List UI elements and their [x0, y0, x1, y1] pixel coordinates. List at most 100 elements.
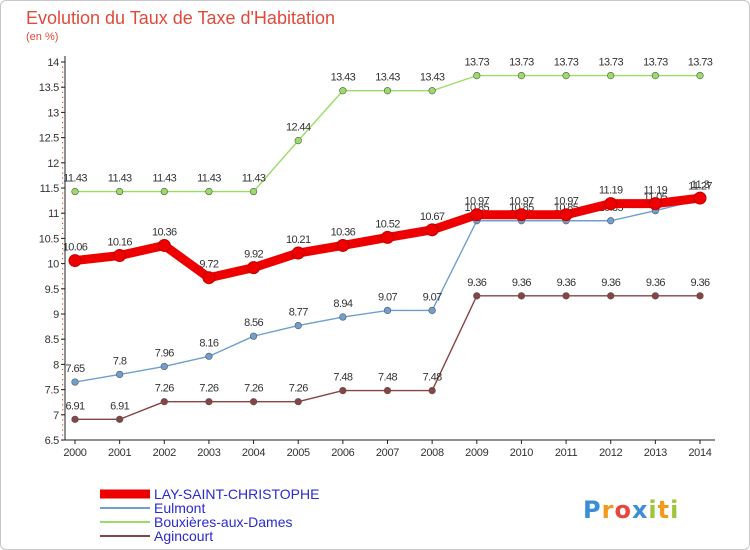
y-minor-tick: [62, 76, 64, 78]
data-point: [249, 398, 258, 406]
x-tick-label: 2007: [376, 447, 399, 459]
y-tick-label: 10.5: [39, 233, 59, 245]
data-point: [339, 87, 347, 95]
y-minor-tick: [62, 293, 64, 295]
y-tick-label: 6.5: [45, 435, 60, 447]
y-minor-tick: [62, 318, 64, 320]
logo-letter: P: [583, 496, 602, 524]
x-tick-label: 2001: [108, 447, 131, 459]
data-point: [473, 292, 481, 300]
y-minor-tick: [62, 353, 64, 356]
data-point: [383, 306, 392, 315]
logo-letter: i: [648, 496, 657, 524]
series-lay-saint-christophe: 10.06 10.16 10.36 9.72 9.92 10.21 10.36 10.52 10…: [63, 179, 710, 285]
x-tick-label: 2012: [599, 447, 622, 459]
data-label: 10.06: [63, 242, 88, 254]
data-point: [517, 292, 526, 300]
x-tick-label: 2010: [510, 447, 533, 459]
data-point: [559, 208, 573, 222]
y-minor-tick: [62, 323, 64, 325]
data-label: 10.16: [107, 237, 132, 249]
data-label: 7.26: [289, 383, 308, 395]
data-label: 6.91: [65, 400, 84, 412]
data-point: [562, 292, 570, 300]
chart-title: Evolution du Taux de Taxe d'Habitation: [26, 8, 335, 28]
data-point: [205, 398, 213, 406]
data-label: 7.26: [155, 383, 174, 395]
data-label: 9.36: [601, 277, 620, 289]
legend-label-agincourt: Agincourt: [154, 528, 213, 544]
data-point: [339, 313, 347, 321]
data-point: [294, 321, 302, 330]
y-minor-tick: [62, 328, 64, 330]
data-point: [71, 187, 79, 196]
data-point: [651, 292, 659, 300]
legend-label-bouxieres-aux-dames: Bouxières-aux-Dames: [154, 514, 293, 530]
x-tick-label: 2014: [688, 447, 711, 459]
data-label: 7.8: [113, 355, 127, 367]
data-label: 9.72: [199, 259, 218, 271]
data-label: 11.43: [197, 173, 221, 185]
data-point: [428, 387, 436, 395]
data-label: 8.16: [199, 337, 218, 349]
y-minor-tick: [62, 343, 64, 345]
data-point: [604, 197, 618, 211]
y-minor-tick: [62, 152, 64, 154]
y-minor-tick: [62, 202, 64, 204]
y-minor-tick: [62, 399, 64, 401]
y-minor-tick: [62, 404, 64, 406]
data-label: 9.36: [557, 277, 576, 289]
data-label: 8.56: [244, 317, 263, 329]
data-label: 9.07: [378, 291, 397, 303]
data-label: 9.36: [646, 277, 665, 289]
data-label: 9.92: [244, 249, 263, 261]
data-point: [562, 72, 570, 80]
series-agincourt: 6.91 6.91 7.26 7.26 7.26 7.26 7.48 7.48 7.48 9.36…: [65, 277, 711, 423]
data-label: 10.97: [509, 196, 534, 208]
data-label: 13.43: [420, 72, 445, 84]
data-point: [607, 292, 615, 300]
legend-label-lay-saint-christophe: LAY-SAINT-CHRISTOPHE: [154, 486, 319, 502]
data-label: 7.48: [423, 372, 442, 384]
y-tick-label: 8.5: [45, 334, 60, 346]
y-minor-tick: [62, 247, 64, 250]
data-label: 8.77: [289, 307, 308, 319]
y-minor-tick: [62, 207, 64, 209]
data-label: 13.73: [554, 57, 579, 69]
data-point: [517, 72, 526, 80]
data-label: 12.44: [286, 122, 311, 134]
data-label: 13.73: [598, 57, 623, 69]
data-label: 9.36: [467, 277, 486, 289]
y-minor-tick: [62, 273, 64, 275]
data-label: 7.65: [65, 363, 84, 375]
data-label: 11.3: [691, 179, 710, 191]
y-minor-tick: [62, 101, 64, 104]
x-tick-label: 2009: [465, 447, 488, 459]
y-tick-label: 10: [47, 259, 59, 271]
y-minor-tick: [62, 253, 64, 255]
y-minor-tick: [62, 298, 64, 300]
data-label: 9.36: [690, 277, 709, 289]
y-tick-label: 11: [48, 208, 59, 220]
data-point: [428, 306, 436, 315]
data-point: [249, 332, 258, 340]
y-tick-label: 8: [53, 359, 59, 371]
data-point: [205, 352, 213, 360]
y-minor-tick: [62, 242, 64, 245]
data-label: 7.26: [244, 383, 263, 395]
y-minor-tick: [62, 333, 64, 335]
logo-letter: i: [670, 496, 679, 524]
data-label: 7.48: [333, 372, 352, 384]
y-minor-tick: [62, 172, 64, 174]
logo-letter: t: [658, 496, 670, 524]
data-label: 13.73: [643, 57, 668, 69]
data-point: [470, 208, 484, 222]
data-label: 11.43: [63, 173, 87, 185]
data-point: [339, 387, 347, 395]
data-point: [693, 191, 707, 205]
y-minor-tick: [62, 197, 64, 199]
y-minor-tick: [62, 157, 64, 159]
x-tick-label: 2003: [197, 447, 220, 459]
y-minor-tick: [62, 182, 64, 184]
